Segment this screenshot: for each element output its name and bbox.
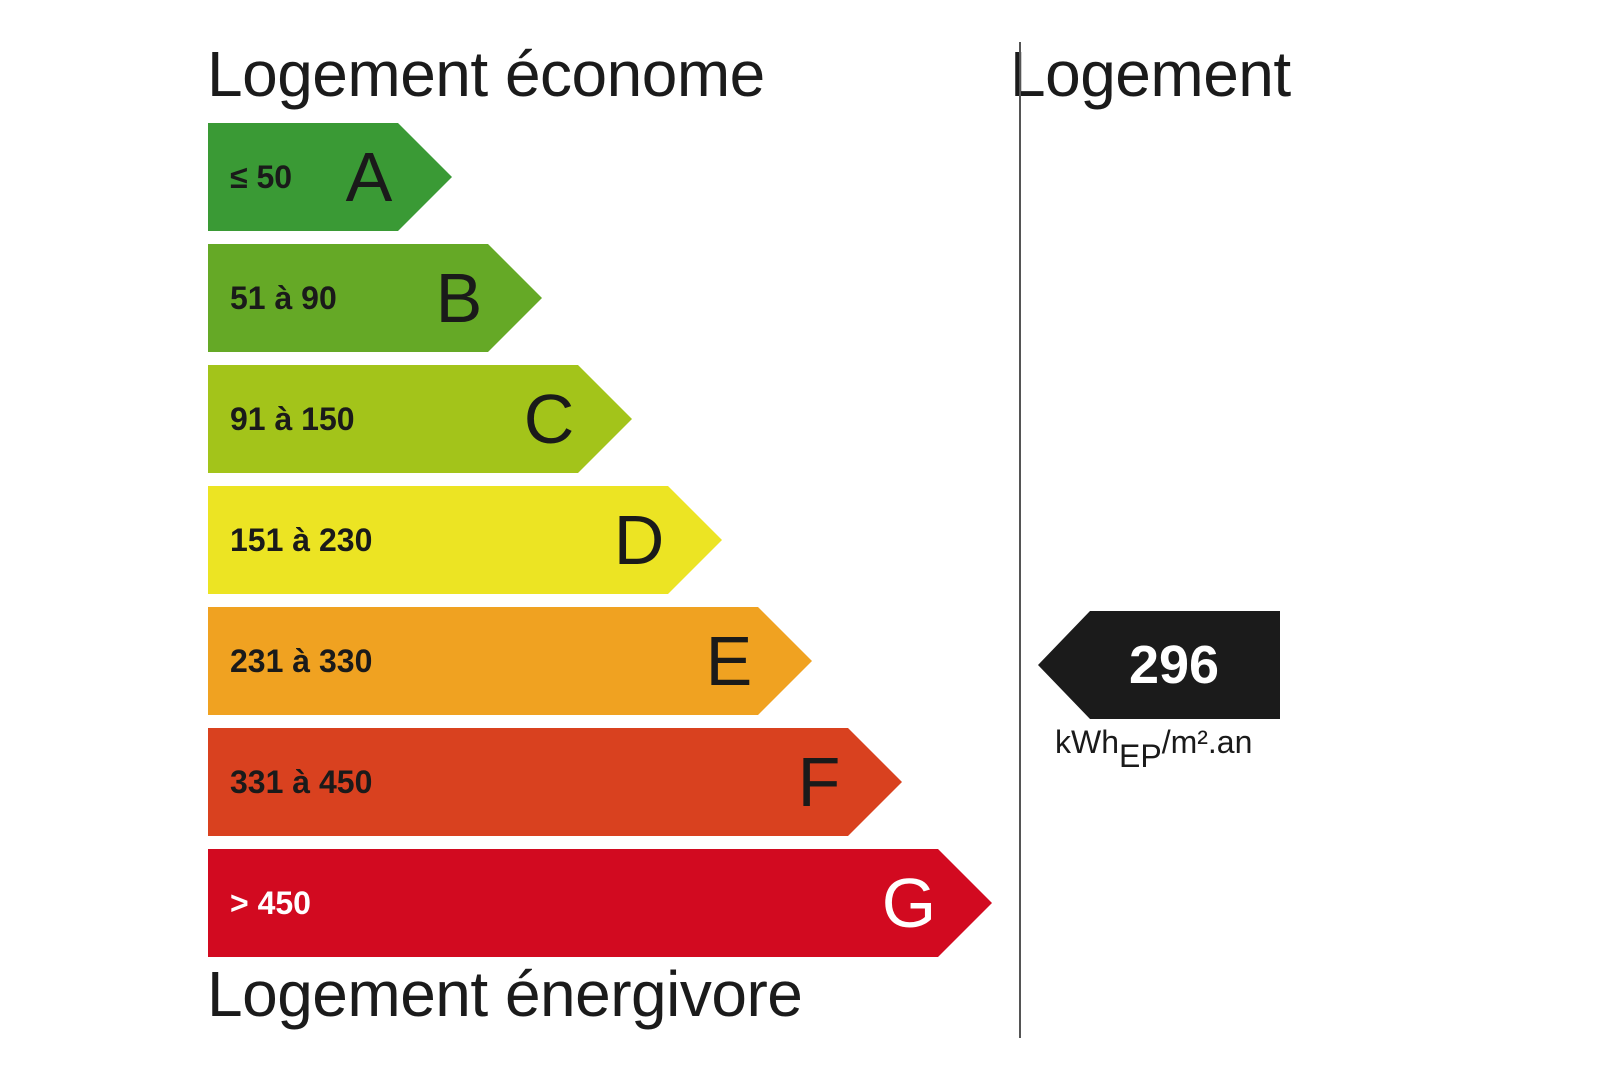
consumption-value: 296 <box>1128 635 1220 695</box>
class-arrow-shape <box>208 849 992 957</box>
class-arrow-shape <box>208 728 902 836</box>
title-energy-intensive: Logement énergivore <box>207 958 803 1030</box>
title-efficient: Logement économe <box>207 38 765 110</box>
class-letter: D <box>613 501 665 579</box>
class-arrow-polygon <box>208 123 452 231</box>
class-arrow-shape <box>208 486 722 594</box>
class-letter: G <box>881 864 937 942</box>
marker-arrow-polygon <box>1038 611 1280 719</box>
energy-class-bar-g: > 450 G <box>208 849 992 957</box>
energy-class-bar-f: 331 à 450 F <box>208 728 902 836</box>
unit-subscript: EP <box>1119 738 1162 774</box>
class-letter: F <box>797 743 841 821</box>
unit-tail: /m².an <box>1161 724 1253 760</box>
energy-class-bar-c: 91 à 150 C <box>208 365 632 473</box>
class-arrow-polygon <box>208 486 722 594</box>
energy-class-bar-e: 231 à 330 E <box>208 607 812 715</box>
energy-class-bar-d: 151 à 230 D <box>208 486 722 594</box>
title-dwelling: Logement <box>1010 38 1291 110</box>
class-arrow-polygon <box>208 728 902 836</box>
consumption-unit: kWhEP/m².an <box>1055 724 1252 775</box>
class-arrow-polygon <box>208 607 812 715</box>
class-range-label: 151 à 230 <box>230 522 373 558</box>
class-letter: C <box>523 380 575 458</box>
class-letter: A <box>345 138 393 216</box>
class-arrow-shape <box>208 607 812 715</box>
class-range-label: 331 à 450 <box>230 764 373 800</box>
class-arrow-shape <box>208 123 452 231</box>
class-arrow-polygon <box>208 849 992 957</box>
consumption-marker: 296 <box>1038 611 1280 719</box>
class-range-label: > 450 <box>230 885 311 921</box>
class-arrow-shape <box>208 365 632 473</box>
class-letter: B <box>435 259 483 337</box>
class-arrow-polygon <box>208 365 632 473</box>
class-letter: E <box>705 622 753 700</box>
class-range-label: 231 à 330 <box>230 643 373 679</box>
marker-arrow-shape <box>1038 611 1280 719</box>
unit-main: kWh <box>1055 724 1119 760</box>
class-range-label: ≤ 50 <box>230 159 293 195</box>
energy-class-bar-a: ≤ 50 A <box>208 123 452 231</box>
class-arrow-shape <box>208 244 542 352</box>
class-range-label: 51 à 90 <box>230 280 337 316</box>
energy-class-bar-b: 51 à 90 B <box>208 244 542 352</box>
class-range-label: 91 à 150 <box>230 401 355 437</box>
column-divider <box>1019 42 1021 1038</box>
class-arrow-polygon <box>208 244 542 352</box>
